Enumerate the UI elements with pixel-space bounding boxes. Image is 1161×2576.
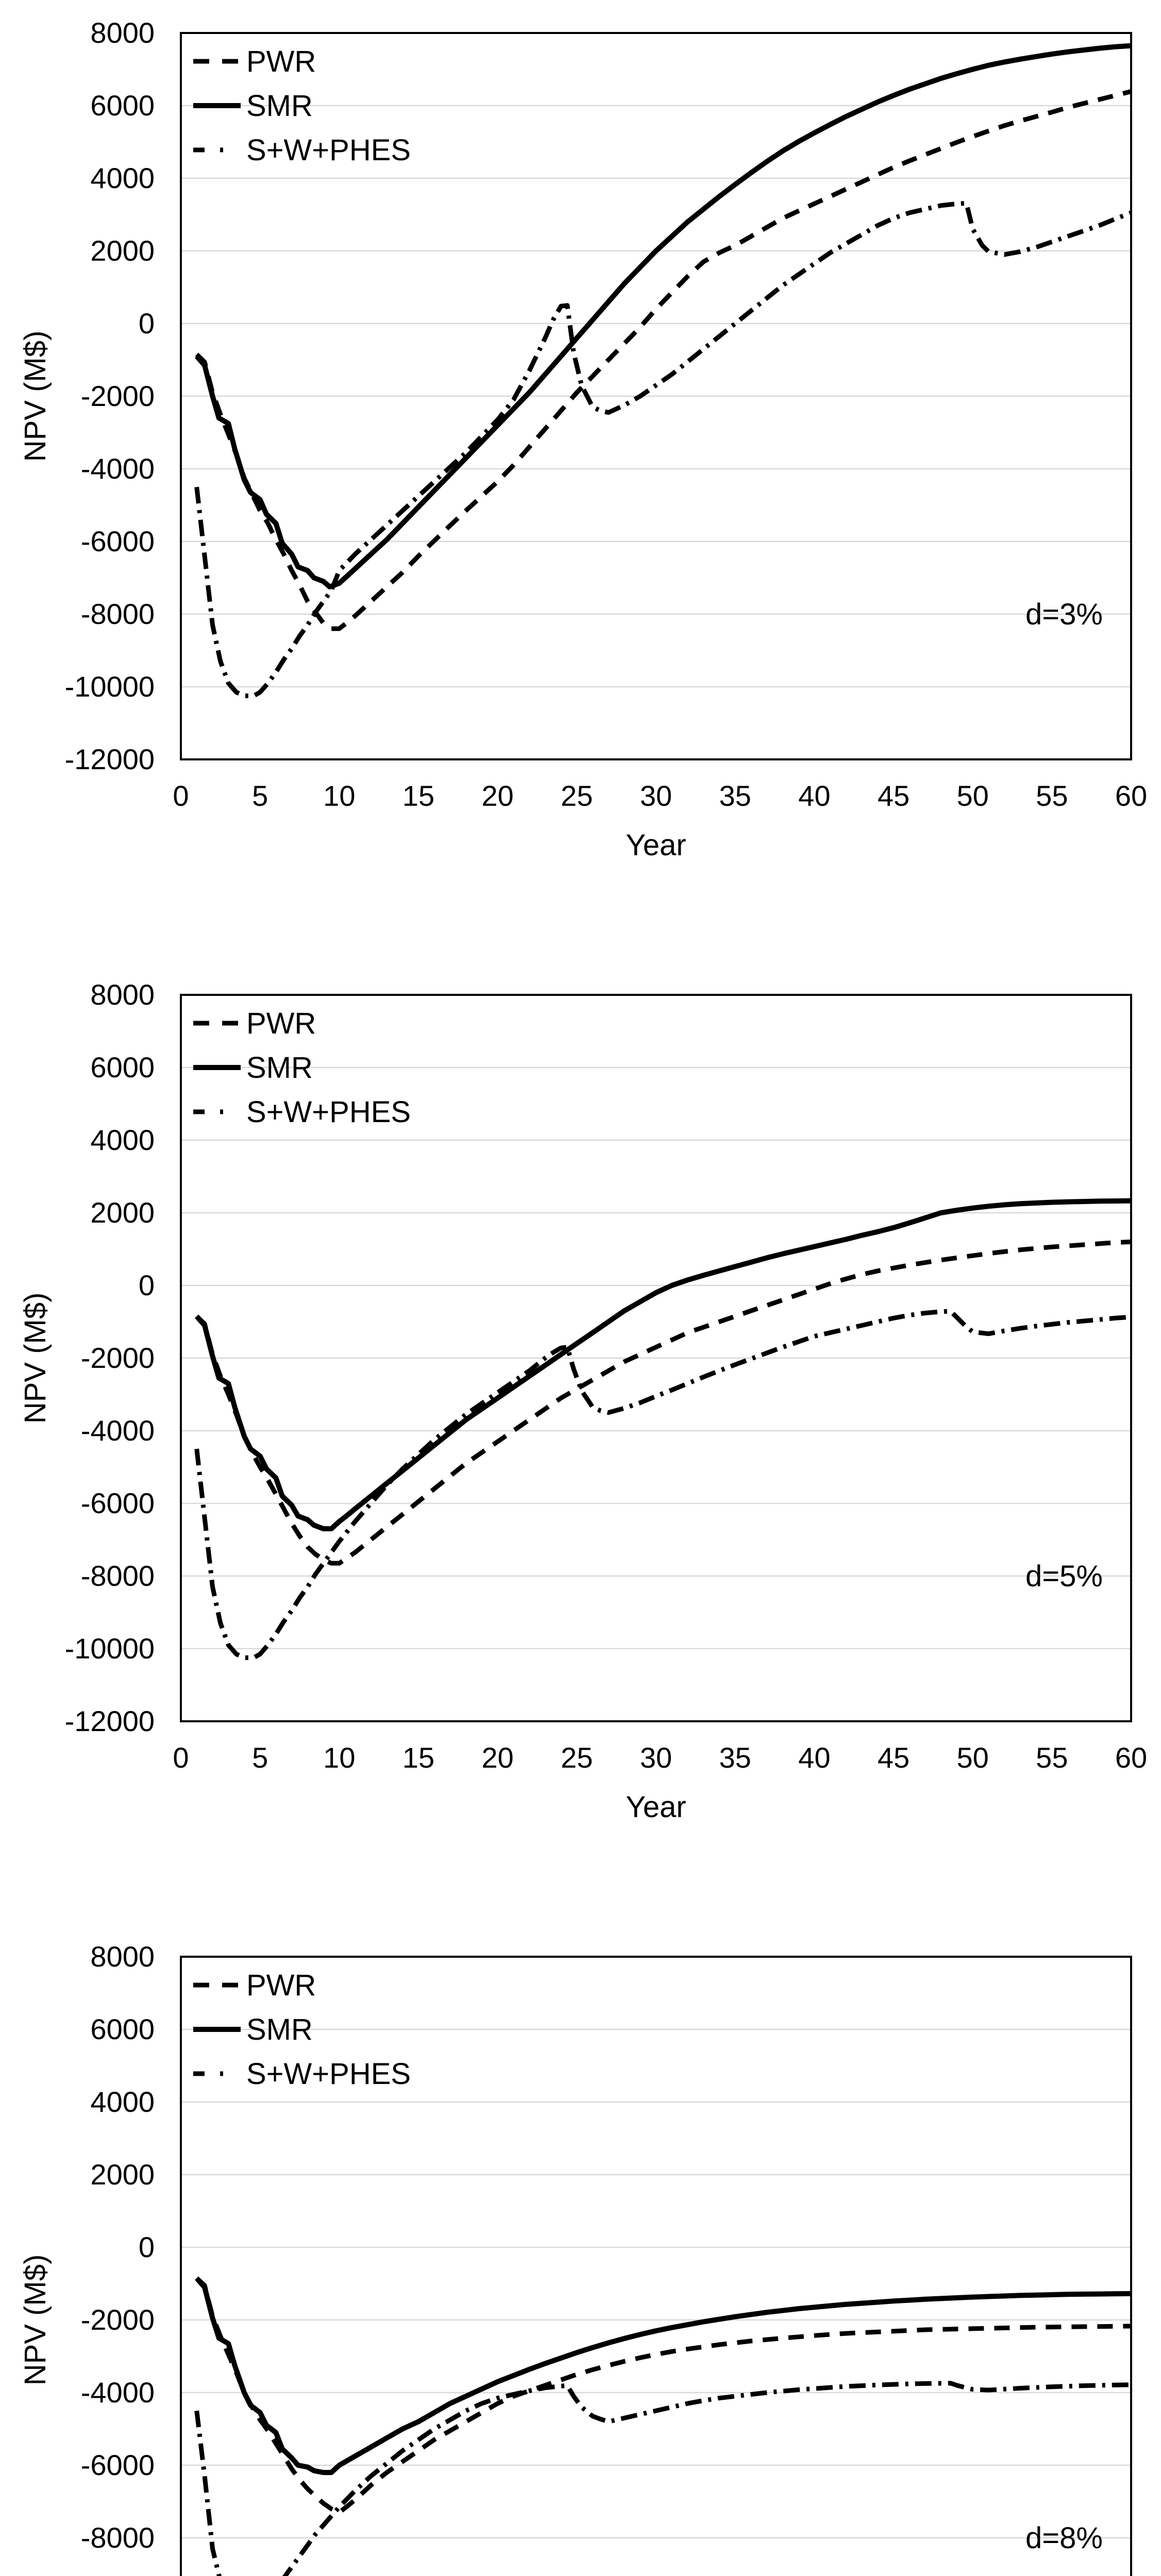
x-tick-label-10: 10 [323,1741,355,1774]
x-tick-label-20: 20 [482,779,514,812]
legend-label-smr: SMR [246,89,313,123]
y-tick-label-4000: 4000 [90,162,155,194]
legend-label-smr: SMR [246,1051,313,1084]
x-tick-label-60: 60 [1115,779,1147,812]
y-tick-label-6000: 6000 [90,2013,155,2045]
y-tick-label-4000: 4000 [90,2086,155,2118]
legend-label-s-w-phes: S+W+PHES [246,133,411,167]
plot-border [180,994,1132,1722]
y-tick-label-4000: 4000 [90,1124,155,1156]
y-tick-label--8000: -8000 [81,1560,155,1592]
y-tick-label--2000: -2000 [81,2303,155,2336]
x-tick-label-30: 30 [640,779,672,812]
y-tick-label--10000: -10000 [65,670,155,703]
series-line-pwr [195,2276,1132,2515]
series-line-s-w-phes [194,1309,1132,1660]
discount-rate-annotation: d=3% [1025,598,1103,631]
x-tick-label-45: 45 [878,1741,910,1774]
x-tick-label-0: 0 [173,779,189,812]
x-tick-label-45: 45 [878,779,910,812]
x-tick-label-25: 25 [561,779,593,812]
y-tick-label--4000: -4000 [81,2376,155,2409]
x-axis-title: Year [626,828,686,862]
y-tick-label-8000: 8000 [90,16,155,49]
y-tick-label--12000: -12000 [65,743,155,775]
y-tick-label--6000: -6000 [81,2449,155,2481]
y-tick-label--12000: -12000 [65,1705,155,1737]
y-tick-label-6000: 6000 [90,89,155,122]
x-tick-label-15: 15 [402,1741,434,1774]
legend-label-s-w-phes: S+W+PHES [246,2057,411,2091]
chart-panel-d5: 8000 6000 4000 2000 0 -2000 -4000 -6000 -8000 -10… [19,978,1147,1824]
discount-rate-annotation: d=8% [1025,2521,1103,2555]
y-tick-label-0: 0 [139,1269,155,1301]
y-tick-label-8000: 8000 [90,1940,155,1973]
legend-label-pwr: PWR [246,1969,316,2002]
y-tick-label--4000: -4000 [81,1414,155,1447]
y-tick-label-0: 0 [139,307,155,340]
y-tick-label--6000: -6000 [81,525,155,557]
y-tick-label-2000: 2000 [90,234,155,267]
y-tick-label--10000: -10000 [65,1632,155,1665]
legend-label-pwr: PWR [246,1007,316,1040]
y-tick-label-6000: 6000 [90,1051,155,1083]
series-line-smr [194,43,1132,590]
x-tick-label-55: 55 [1036,779,1068,812]
x-tick-label-5: 5 [252,1741,268,1774]
x-tick-label-25: 25 [561,1741,593,1774]
plot-border [180,1956,1132,2576]
y-tick-label--8000: -8000 [81,598,155,630]
x-tick-label-60: 60 [1115,1741,1147,1774]
y-tick-label--6000: -6000 [81,1487,155,1519]
series-line-pwr [195,1239,1132,1566]
x-tick-label-5: 5 [252,779,268,812]
y-axis-title: NPV (M$) [19,1293,52,1424]
series-line-s-w-phes [194,2381,1132,2576]
x-tick-label-50: 50 [957,1741,989,1774]
x-tick-label-30: 30 [640,1741,672,1774]
series-line-smr [194,1198,1132,1532]
y-axis-title: NPV (M$) [19,2255,52,2386]
discount-rate-annotation: d=5% [1025,1560,1103,1593]
x-tick-label-0: 0 [173,1741,189,1774]
x-tick-label-35: 35 [719,779,751,812]
y-tick-label--8000: -8000 [81,2521,155,2554]
x-axis-title: Year [626,1790,686,1824]
y-tick-label--4000: -4000 [81,452,155,485]
x-tick-label-40: 40 [798,779,830,812]
legend-label-pwr: PWR [246,45,316,78]
plot-border [180,32,1132,760]
x-tick-label-35: 35 [719,1741,751,1774]
x-tick-label-10: 10 [323,779,355,812]
y-tick-label-0: 0 [139,2231,155,2263]
series-line-s-w-phes [194,201,1132,699]
y-tick-label--2000: -2000 [81,1342,155,1374]
legend-label-smr: SMR [246,2013,313,2046]
y-tick-label-2000: 2000 [90,1196,155,1229]
chart-panel-d3: 8000 6000 4000 2000 0 -2000 -4000 -6000 -8000 -10… [19,16,1147,862]
y-tick-label--2000: -2000 [81,380,155,412]
y-axis-title: NPV (M$) [19,331,52,462]
y-tick-label-8000: 8000 [90,978,155,1011]
legend-label-s-w-phes: S+W+PHES [246,1095,411,1129]
x-tick-label-50: 50 [957,779,989,812]
x-tick-label-20: 20 [482,1741,514,1774]
x-tick-label-40: 40 [798,1741,830,1774]
x-tick-label-15: 15 [402,779,434,812]
x-tick-label-55: 55 [1036,1741,1068,1774]
chart-panel-d8: 80006000400020000-2000-4000-6000-8000-10… [19,1940,1132,2576]
series-line-smr [194,2276,1132,2476]
y-tick-label-2000: 2000 [90,2158,155,2191]
